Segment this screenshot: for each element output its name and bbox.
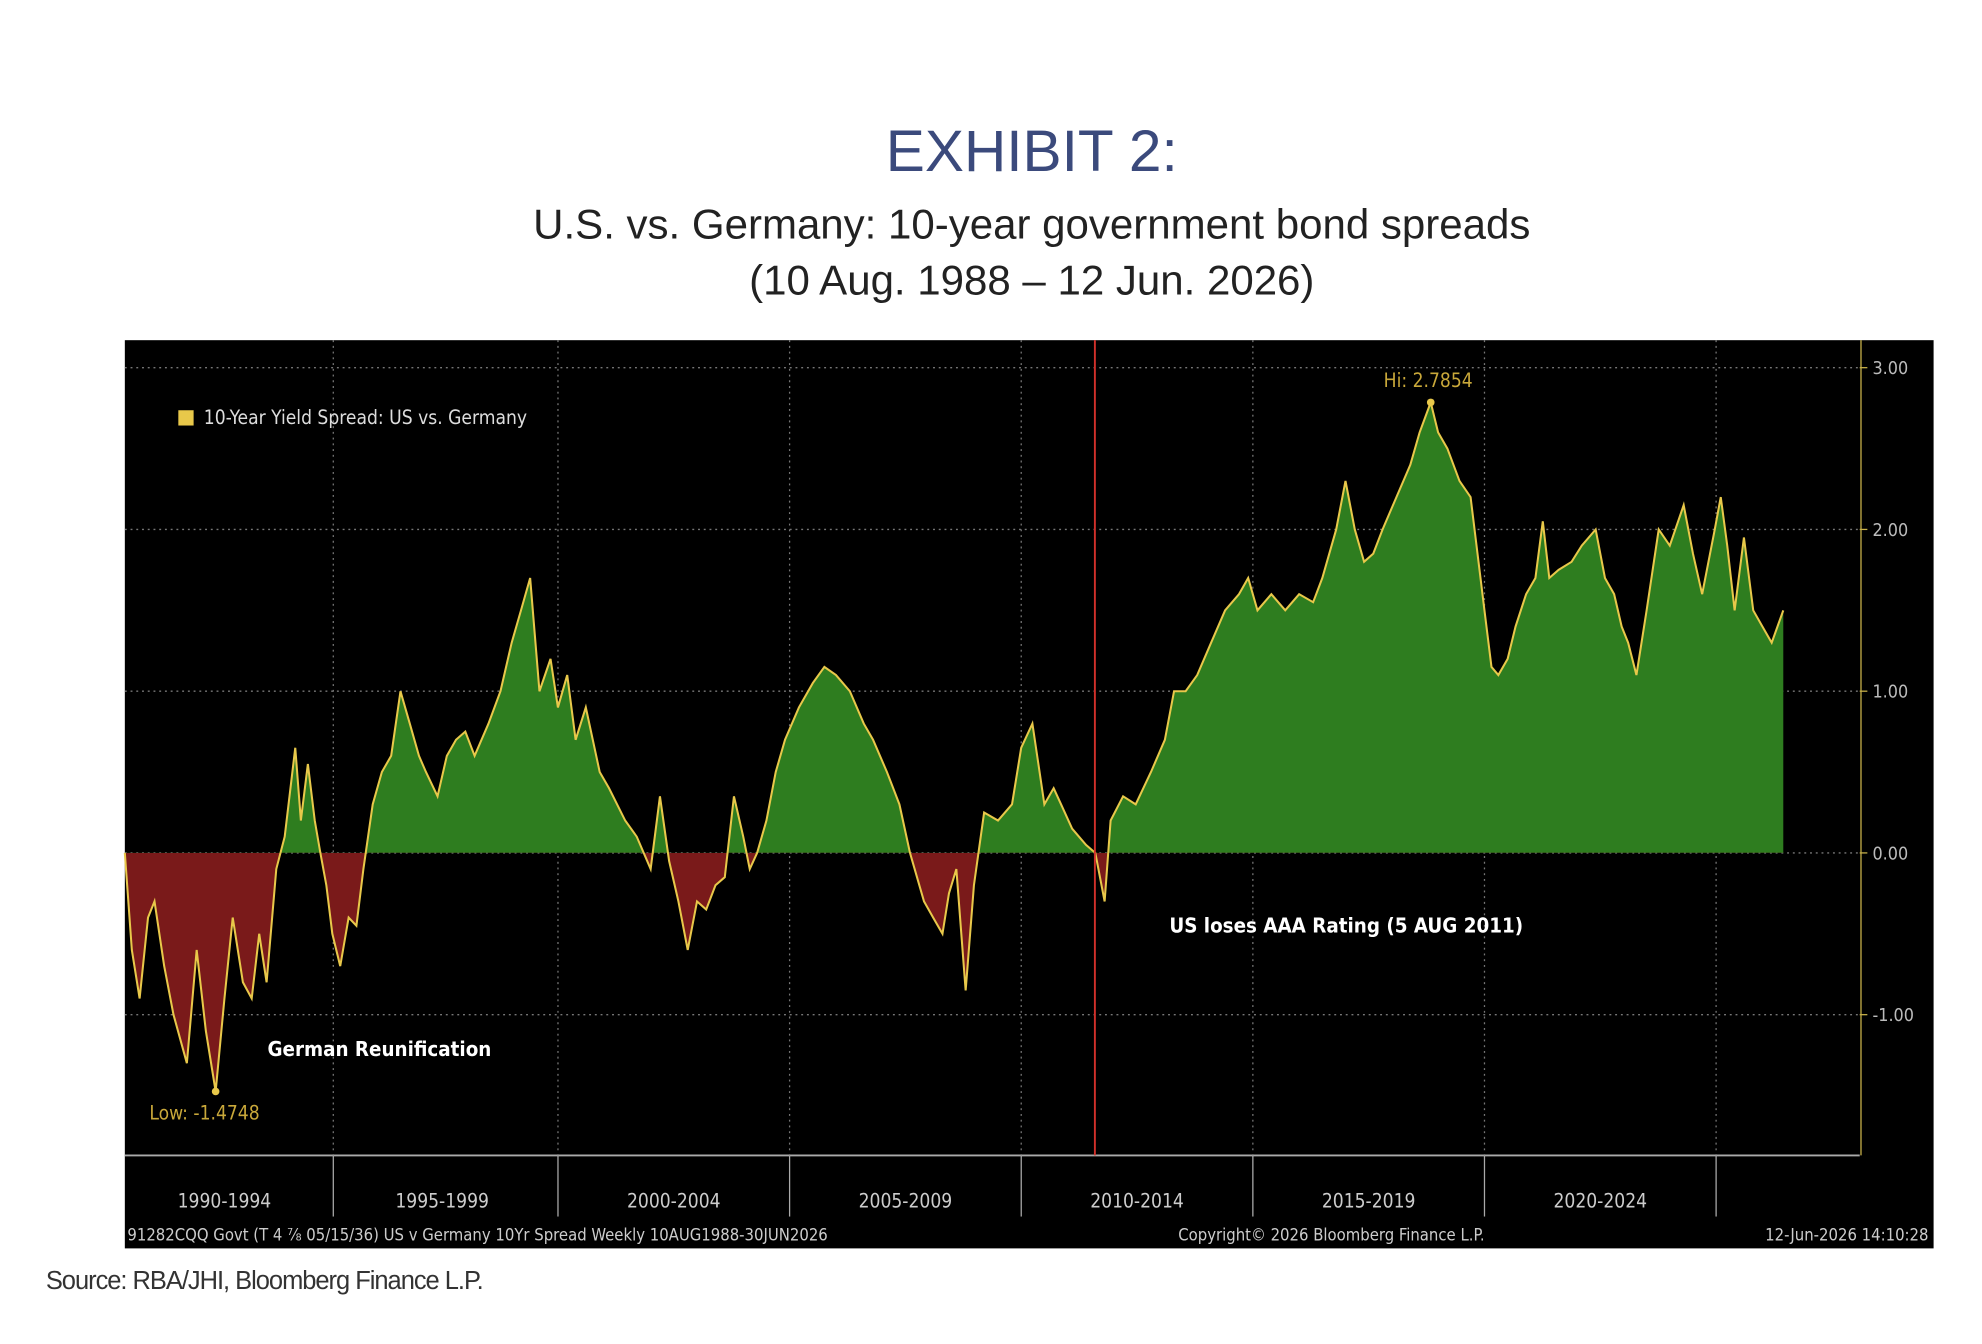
chart-subtitle: U.S. vs. Germany: 10-year government bon…: [533, 200, 1530, 247]
source: Source: RBA/JHI, Bloomberg Finance L.P.: [46, 1267, 483, 1295]
low-label: Low: -1.4748: [149, 1101, 259, 1124]
positive-area: [124, 402, 1784, 853]
x-tick-label: 2000-2004: [627, 1190, 721, 1213]
x-tick-label: 1995-1999: [395, 1190, 489, 1213]
high-marker: [1426, 398, 1435, 407]
x-tick-label: 1990-1994: [178, 1190, 272, 1213]
footer-left: 91282CQQ Govt (T 4 ⅞ 05/15/36) US v Germ…: [127, 1226, 827, 1245]
chart-subtitle: (10 Aug. 1988 – 12 Jun. 2026): [749, 256, 1314, 303]
x-tick-label: 2010-2014: [1090, 1190, 1184, 1213]
x-tick-label: 2015-2019: [1322, 1190, 1416, 1213]
y-tick-label: -1.00: [1872, 1005, 1914, 1026]
chart-title: EXHIBIT 2:: [886, 119, 1178, 184]
high-label: Hi: 2.7854: [1384, 369, 1473, 392]
y-tick-label: 1.00: [1872, 682, 1908, 703]
low-marker: [211, 1087, 220, 1096]
x-tick-label: 2020-2024: [1553, 1190, 1647, 1213]
footer-right: 12-Jun-2026 14:10:28: [1765, 1226, 1928, 1245]
series-line: [123, 398, 1785, 1092]
y-tick-label: 3.00: [1872, 358, 1908, 379]
plot-layer: -1.00 0.00 1.00 2.00 3.00 1990-1994 1995-1999 2…: [123, 340, 1929, 1245]
reunification-label: German Reunification: [267, 1037, 491, 1061]
y-tick-label: 0.00: [1872, 843, 1908, 864]
legend-swatch: [178, 410, 194, 426]
x-tick-label: 2005-2009: [859, 1190, 953, 1213]
event-label: US loses AAA Rating (5 AUG 2011): [1169, 913, 1523, 937]
y-tick-label: 2.00: [1872, 520, 1908, 541]
footer-center: Copyright© 2026 Bloomberg Finance L.P.: [1178, 1226, 1484, 1245]
legend-label: 10-Year Yield Spread: US vs. Germany: [204, 406, 527, 429]
